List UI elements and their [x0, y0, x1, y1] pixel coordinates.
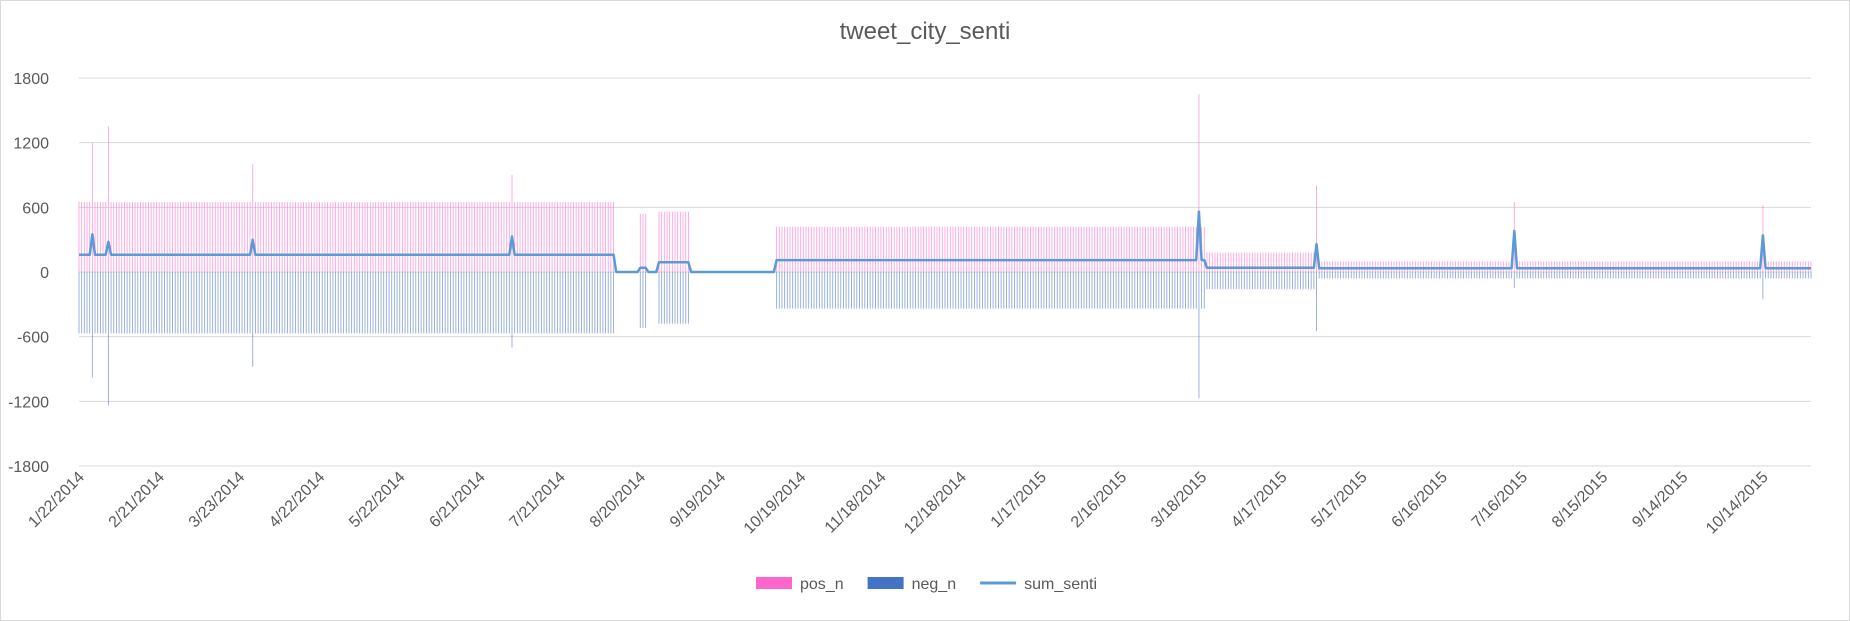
x-tick-label: 4/17/2015 [1228, 469, 1290, 531]
legend-swatch [756, 577, 792, 589]
x-tick-label: 11/18/2014 [822, 469, 890, 537]
y-tick-label: -600 [17, 330, 49, 347]
y-tick-label: 600 [22, 200, 49, 217]
x-tick-label: 7/16/2015 [1469, 469, 1531, 531]
x-tick-label: 1/17/2015 [988, 469, 1050, 531]
x-tick-label: 5/22/2014 [346, 469, 408, 531]
legend-swatch [867, 577, 904, 589]
y-axis-ticks: 1800 1200 600 0 -600 -1200 -1800 [8, 71, 49, 476]
x-tick-label: 7/21/2014 [507, 469, 569, 531]
sum-senti-line [79, 210, 1811, 274]
legend-label: pos_n [800, 576, 844, 593]
x-tick-label: 2/21/2014 [106, 469, 168, 531]
x-tick-label: 10/19/2014 [741, 469, 810, 538]
x-tick-label: 9/14/2015 [1629, 469, 1691, 531]
pos-bars [78, 94, 1812, 272]
x-tick-label: 10/14/2015 [1703, 469, 1772, 538]
x-tick-label: 9/19/2014 [667, 469, 729, 531]
x-tick-label: 1/22/2014 [25, 469, 87, 531]
y-tick-label: -1200 [8, 394, 49, 411]
x-tick-label: 2/16/2015 [1068, 469, 1130, 531]
x-tick-label: 8/15/2015 [1549, 469, 1611, 531]
chart-title: tweet_city_senti [840, 18, 1011, 45]
legend-label: sum_senti [1024, 576, 1097, 593]
x-tick-label: 3/23/2014 [186, 469, 248, 531]
x-tick-label: 8/20/2014 [587, 469, 649, 531]
y-tick-label: 1200 [13, 136, 49, 153]
x-axis-ticks: 1/22/2014 2/21/2014 3/23/2014 4/22/2014 5/22… [25, 469, 1771, 538]
x-tick-label: 6/16/2015 [1389, 469, 1451, 531]
x-tick-label: 6/21/2014 [426, 469, 488, 531]
x-tick-label: 12/18/2014 [901, 469, 970, 538]
x-tick-label: 3/18/2015 [1148, 469, 1210, 531]
legend-label: neg_n [912, 576, 957, 593]
y-tick-label: 1800 [13, 71, 49, 88]
y-tick-label: -1800 [8, 459, 49, 476]
y-tick-label: 0 [40, 265, 49, 282]
x-tick-label: 5/17/2015 [1308, 469, 1370, 531]
legend: pos_n neg_n sum_senti [756, 576, 1097, 593]
neg-bars [78, 272, 1812, 406]
sum-senti-line-layer [79, 210, 1811, 274]
x-tick-label: 4/22/2014 [266, 469, 328, 531]
